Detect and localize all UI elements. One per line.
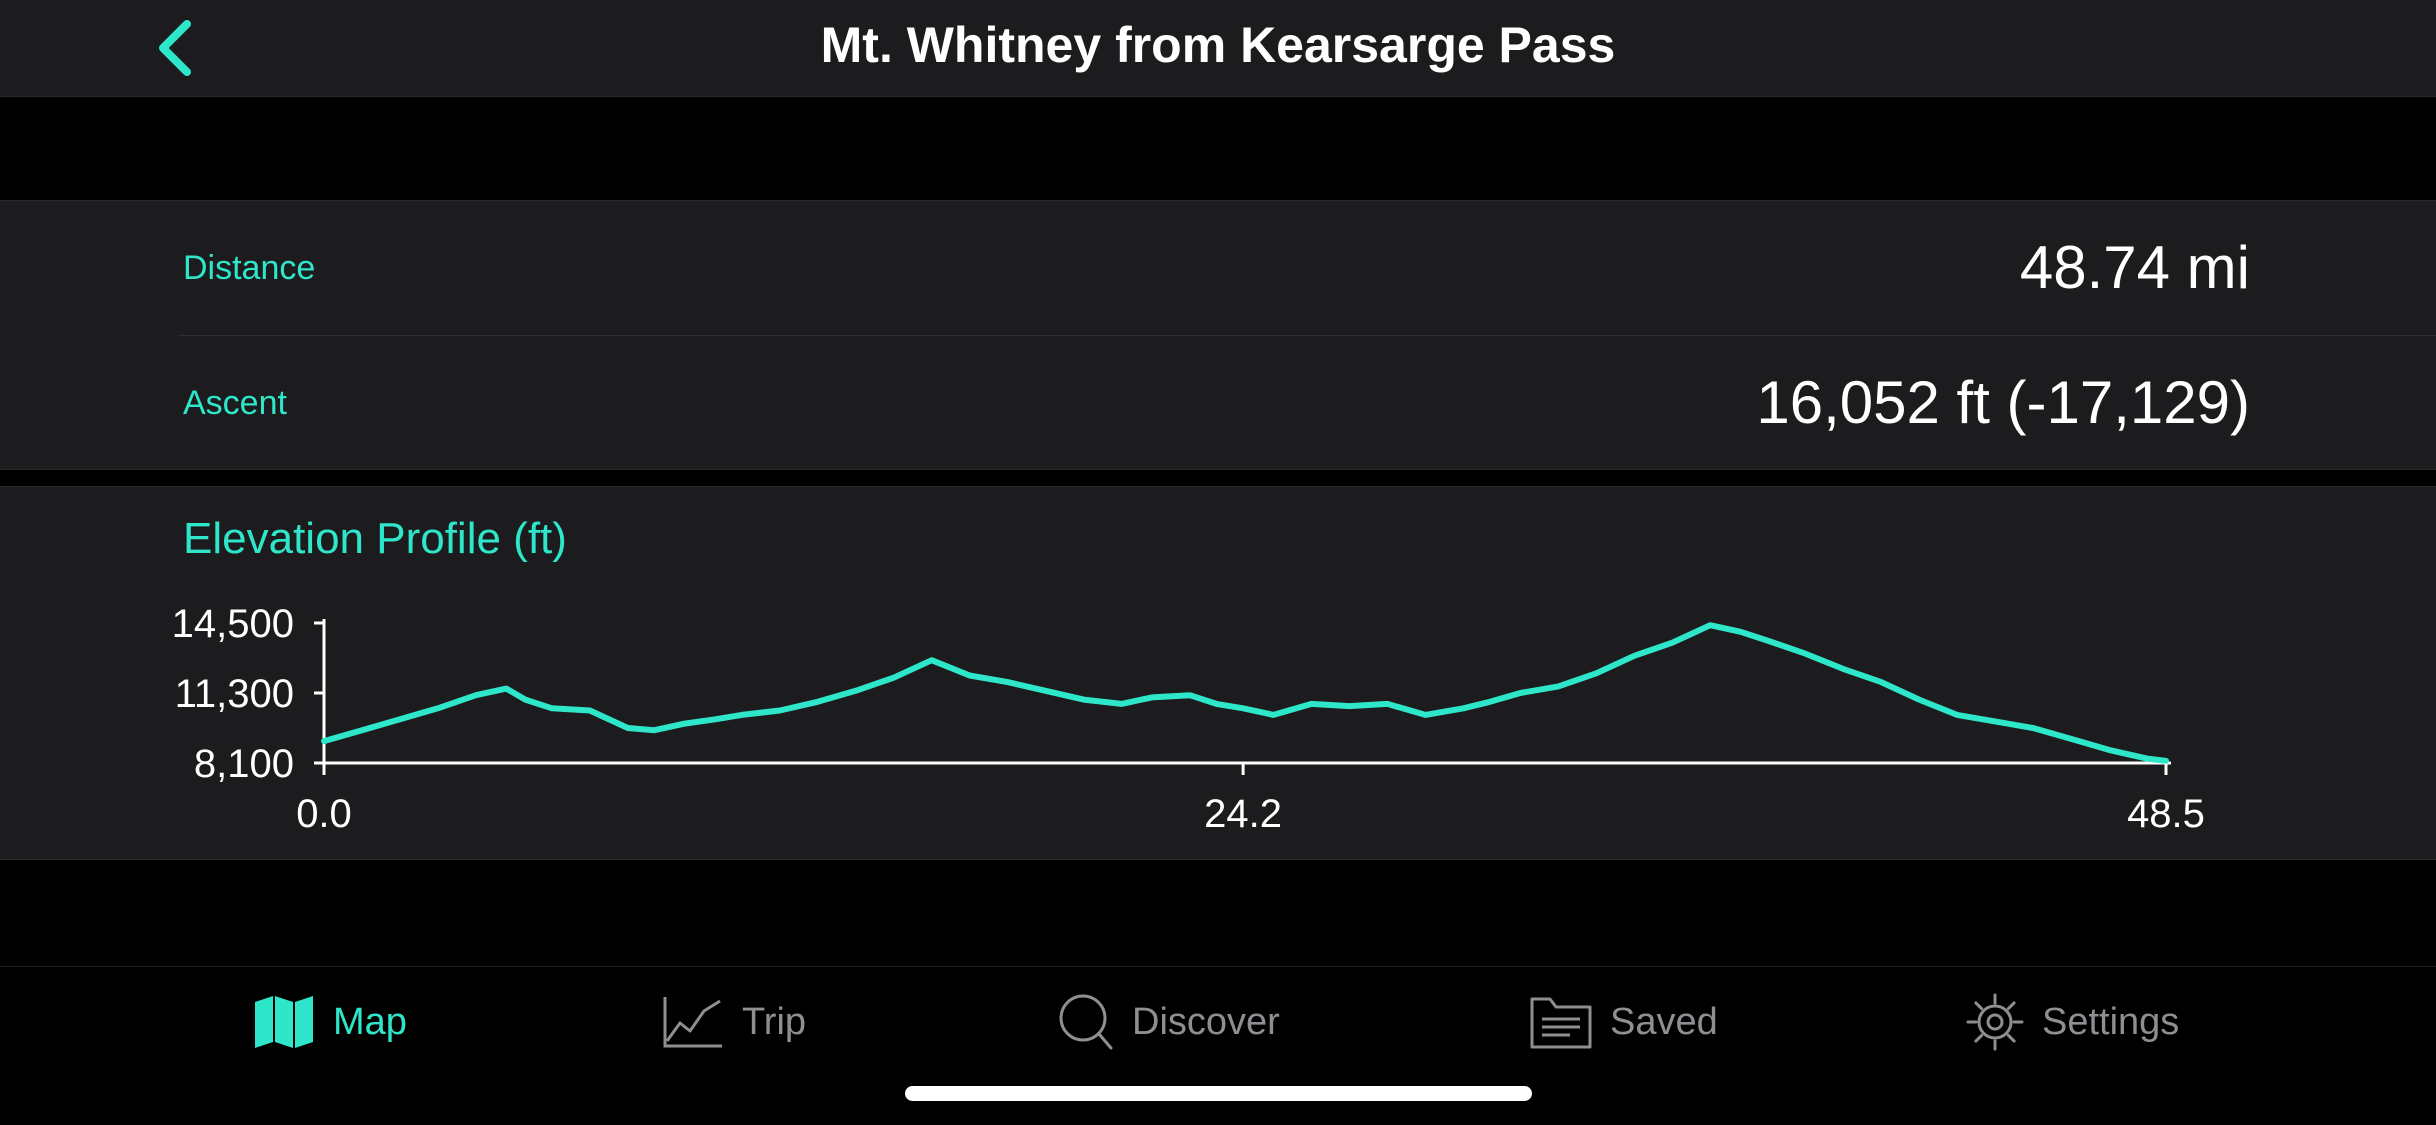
gear-icon xyxy=(1966,993,2024,1051)
chevron-left-icon xyxy=(159,20,191,76)
profile-title: Elevation Profile (ft) xyxy=(183,514,567,563)
elevation-chart: 14,500 11,300 8,100 0.0 24.2 48.5 xyxy=(172,602,2205,836)
distance-label: Distance xyxy=(183,249,316,287)
tab-map[interactable]: Map xyxy=(253,987,407,1057)
distance-value: 48.74 mi xyxy=(2019,234,2250,301)
row-divider xyxy=(178,335,2436,336)
x-tick-label: 24.2 xyxy=(1204,792,1282,836)
ascent-label: Ascent xyxy=(183,384,287,422)
ascent-row: Ascent 16,052 ft (-17,129) xyxy=(0,336,2436,470)
navigation-bar: Mt. Whitney from Kearsarge Pass xyxy=(0,0,2436,97)
tab-saved-label: Saved xyxy=(1610,1000,1718,1043)
home-indicator xyxy=(905,1086,1532,1101)
x-tick-label: 48.5 xyxy=(2127,792,2205,836)
elevation-line xyxy=(321,622,2169,764)
tab-trip[interactable]: Trip xyxy=(662,987,806,1057)
tab-discover[interactable]: Discover xyxy=(1058,987,1280,1057)
tab-settings[interactable]: Settings xyxy=(1966,987,2179,1057)
folder-icon xyxy=(1530,997,1592,1049)
y-tick-label: 11,300 xyxy=(175,672,294,716)
y-tick-label: 8,100 xyxy=(194,742,294,786)
map-icon xyxy=(255,996,313,1048)
ascent-value: 16,052 ft (-17,129) xyxy=(1756,369,2250,436)
tab-map-label: Map xyxy=(333,1000,407,1043)
x-tick-label: 0.0 xyxy=(296,792,352,836)
back-button[interactable] xyxy=(140,8,210,88)
y-tick-label: 14,500 xyxy=(172,602,294,646)
trip-stats: Distance 48.74 mi Ascent 16,052 ft (-17,… xyxy=(0,200,2436,470)
tab-saved[interactable]: Saved xyxy=(1530,987,1718,1057)
tab-settings-label: Settings xyxy=(2042,1000,2180,1043)
tab-trip-label: Trip xyxy=(742,1000,807,1043)
search-icon xyxy=(1059,994,1113,1050)
page-title: Mt. Whitney from Kearsarge Pass xyxy=(820,17,1616,73)
elevation-profile-panel: Elevation Profile (ft) 14,500 11,300 8,100… xyxy=(0,486,2436,860)
distance-row: Distance 48.74 mi xyxy=(0,201,2436,336)
trip-chart-icon xyxy=(663,997,722,1048)
tab-discover-label: Discover xyxy=(1132,1000,1280,1043)
tab-bar: Map Trip Discover Saved xyxy=(0,966,2436,1125)
